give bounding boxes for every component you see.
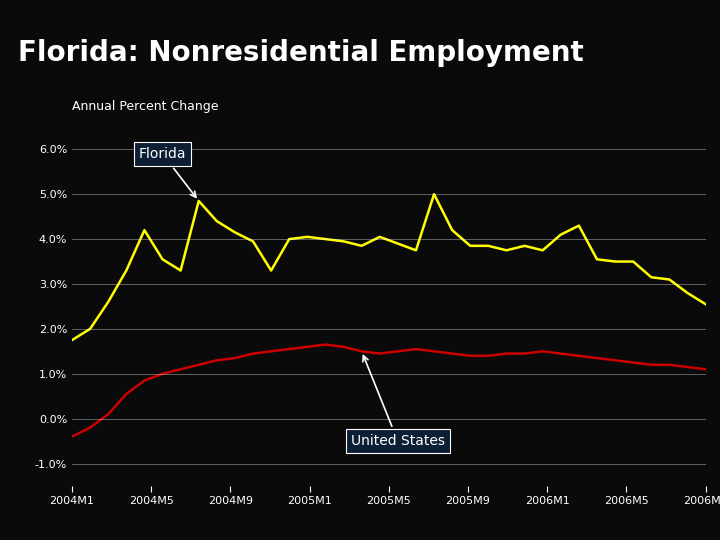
Text: Florida: Florida — [139, 147, 196, 197]
Text: Florida: Nonresidential Employment: Florida: Nonresidential Employment — [18, 39, 584, 68]
Text: United States: United States — [351, 356, 445, 448]
Text: Annual Percent Change: Annual Percent Change — [72, 100, 218, 113]
